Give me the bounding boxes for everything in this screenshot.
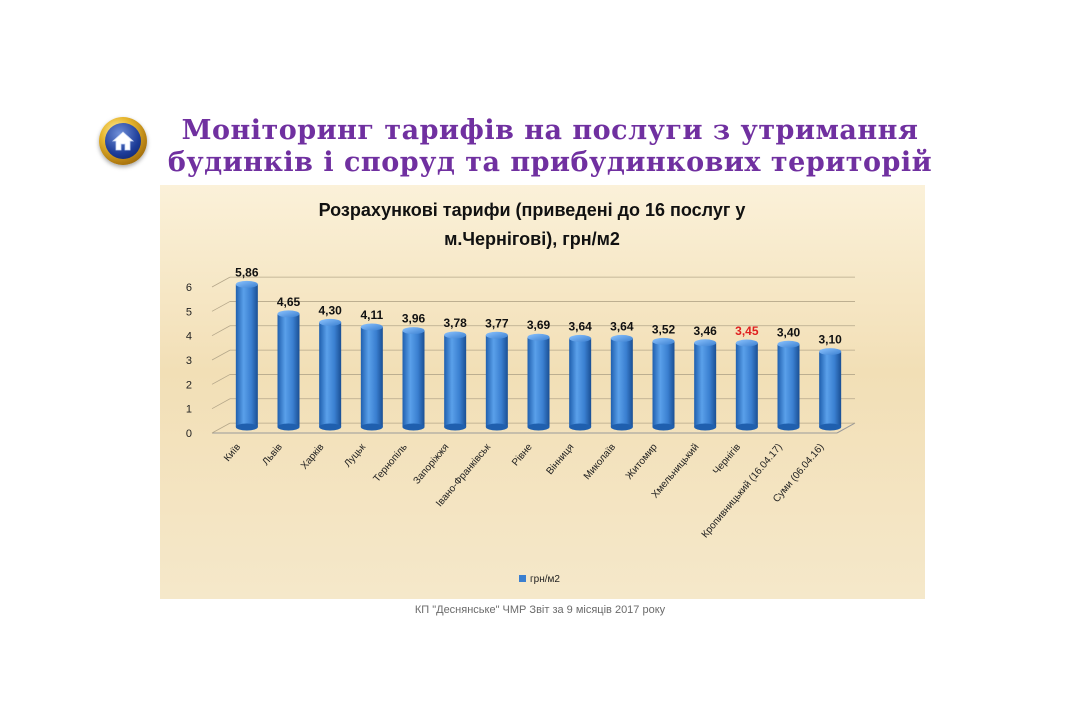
slide-title-line-1: Моніторинг тарифів на послуги з утриманн…: [181, 115, 919, 146]
bar: [527, 333, 550, 431]
bar: [569, 334, 592, 431]
gridline: [211, 349, 231, 361]
x-tick-label: Луцьк: [342, 441, 368, 469]
bar: [444, 331, 467, 431]
y-tick-label: 5: [186, 306, 192, 318]
chart-title-line-2: м.Чернігові), грн/м2: [444, 229, 620, 249]
bar: [694, 339, 717, 431]
x-tick-label: Запоріжжя: [411, 442, 451, 487]
bar: [652, 337, 675, 431]
y-tick-label: 0: [186, 428, 192, 440]
gridline: [211, 374, 231, 385]
home-button[interactable]: [99, 117, 147, 165]
bar-value-label: 4,30: [318, 303, 342, 317]
bar: [235, 280, 258, 431]
bar: [819, 348, 842, 431]
home-icon: [105, 123, 141, 159]
bar-chart: Розрахункові тарифи (приведені до 16 пос…: [186, 200, 856, 585]
bar: [485, 331, 508, 431]
x-tick-label: Львів: [261, 442, 285, 468]
bar-value-label: 5,86: [235, 265, 259, 279]
slide-title-line-2: будинків і споруд та прибудинкових терит…: [167, 147, 933, 178]
legend-label: грн/м2: [530, 574, 560, 585]
x-tick-label: Харків: [299, 442, 327, 472]
y-tick-label: 4: [186, 331, 192, 343]
gridline: [211, 398, 231, 410]
bar-value-label: 4,65: [277, 295, 301, 309]
y-tick-label: 1: [186, 404, 192, 416]
bar-value-label: 3,78: [443, 316, 467, 330]
x-tick-label: Миколаїв: [582, 442, 618, 482]
bar: [735, 339, 758, 431]
x-tick-label: Житомир: [624, 442, 660, 482]
bar: [277, 310, 300, 431]
bar: [319, 318, 342, 431]
y-tick-label: 6: [186, 282, 192, 294]
bar-value-label: 4,11: [360, 308, 383, 322]
x-tick-label: Рівне: [510, 442, 535, 469]
legend-swatch: [519, 575, 526, 582]
bar: [610, 334, 633, 431]
bar-value-label: 3,64: [610, 319, 634, 333]
gridline: [211, 422, 231, 434]
bar-value-label: 3,52: [652, 322, 676, 336]
bar: [360, 323, 383, 431]
chart-panel: Розрахункові тарифи (приведені до 16 пос…: [160, 185, 925, 599]
gridline: [211, 276, 231, 288]
footer-text: КП "Деснянське" ЧМР Звіт за 9 місяців 20…: [414, 604, 666, 616]
y-tick-label: 2: [186, 379, 192, 391]
bar-value-label: 3,69: [527, 318, 551, 332]
y-tick-label: 3: [186, 355, 192, 367]
x-tick-label: Вінниця: [544, 442, 576, 477]
chart-title-line-1: Розрахункові тарифи (приведені до 16 пос…: [319, 200, 746, 220]
x-tick-label: Тернопіль: [372, 442, 410, 485]
x-tick-label: Чернігів: [711, 442, 743, 477]
bar-value-label: 3,96: [402, 312, 426, 326]
gridline: [211, 325, 231, 337]
gridline: [211, 301, 231, 312]
bar: [402, 327, 425, 431]
bar-value-label: 3,77: [485, 316, 509, 330]
bar-value-label: 3,40: [777, 325, 801, 339]
x-tick-label: Київ: [222, 442, 243, 464]
bar-value-label: 3,46: [693, 324, 717, 338]
x-tick-label: Кропивницький (16.04.17): [700, 442, 785, 540]
bar-value-label: 3,10: [818, 333, 842, 347]
bar-value-label: 3,45: [735, 324, 759, 338]
bar-value-label: 3,64: [568, 319, 592, 333]
bar: [777, 340, 800, 431]
